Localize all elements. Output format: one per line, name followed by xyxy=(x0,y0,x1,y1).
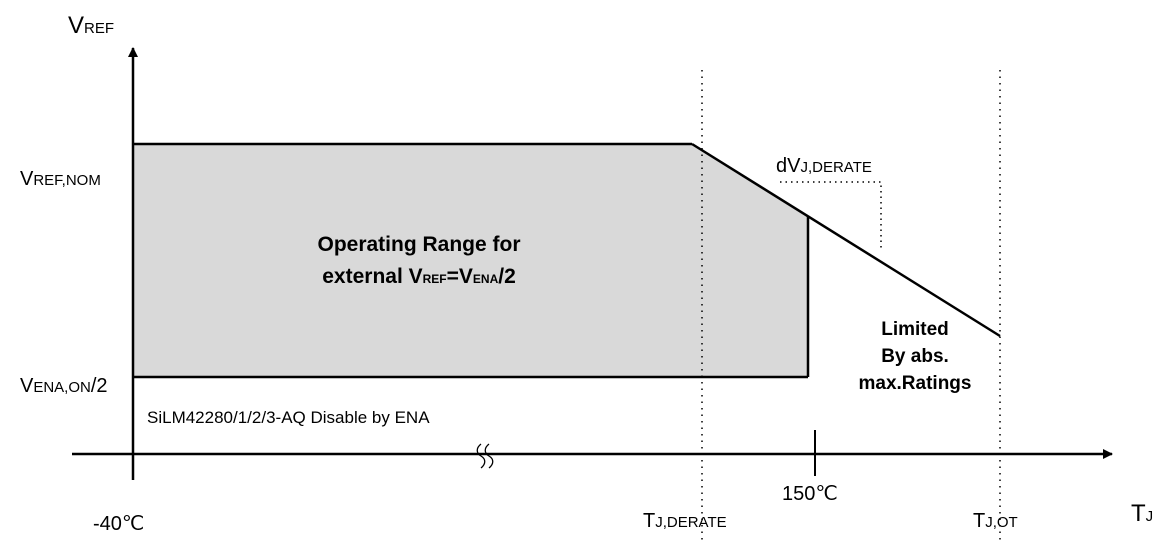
dv-derate-bracket xyxy=(780,181,882,250)
derating-slope-line xyxy=(691,142,1001,338)
region-title-line2: external VREF=VENA/2 xyxy=(322,265,516,288)
limited-line2: By abs. xyxy=(881,346,949,367)
limited-line1: Limited xyxy=(881,319,949,340)
disable-note: SiLM42280/1/2/3-AQ Disable by ENA xyxy=(147,408,430,427)
y-axis-title: VREF xyxy=(68,12,114,39)
vref-nom-label: VREF,NOM xyxy=(20,168,101,190)
x-axis-title: TJ xyxy=(1131,500,1153,527)
operating-range-region xyxy=(133,144,808,377)
dv-derate-label: dVJ,DERATE xyxy=(776,155,872,177)
tj-derate-label: TJ,DERATE xyxy=(643,510,727,532)
vena-on-label: VENA,ON/2 xyxy=(20,375,108,397)
limited-line3: max.Ratings xyxy=(859,373,972,394)
tmin-label: -40℃ xyxy=(93,513,144,535)
tj-ot-label: TJ,OT xyxy=(973,510,1018,532)
axis-break-icon xyxy=(476,443,494,469)
region-title-line1: Operating Range for xyxy=(317,233,520,256)
t150-label: 150℃ xyxy=(782,483,838,505)
